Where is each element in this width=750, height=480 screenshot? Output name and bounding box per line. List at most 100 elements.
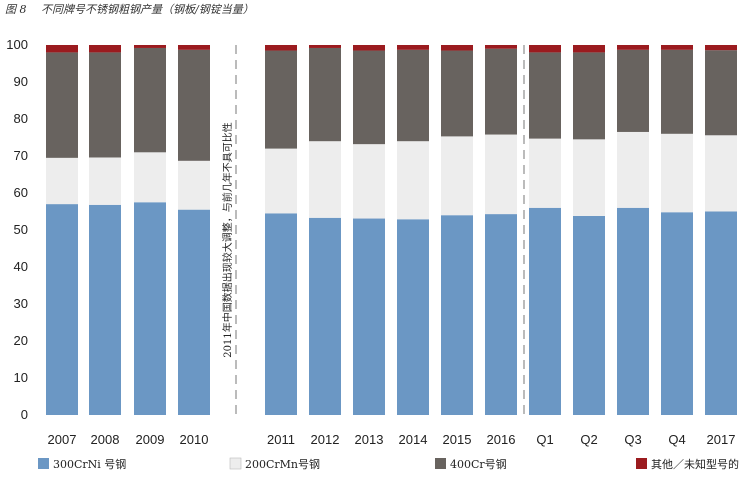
x-category-label: 2009 — [136, 432, 165, 447]
bar-segment-series-4 — [397, 45, 429, 50]
bar-segment-series-3 — [705, 50, 737, 136]
bar-segment-series-4 — [705, 45, 737, 51]
x-category-label: Q1 — [536, 432, 553, 447]
x-category-label: 2012 — [311, 432, 340, 447]
y-tick-label: 100 — [6, 37, 28, 52]
bar-segment-series-4 — [661, 45, 693, 50]
bar-segment-series-1 — [397, 219, 429, 415]
bar-segment-series-2 — [353, 144, 385, 219]
bar-segment-series-3 — [485, 48, 517, 135]
bar-segment-series-2 — [617, 131, 649, 208]
bar-segment-series-2 — [397, 141, 429, 220]
x-category-label: Q3 — [624, 432, 641, 447]
bar-segment-series-1 — [573, 215, 605, 415]
bar-segment-series-3 — [573, 52, 605, 140]
legend-label: 其他／未知型号的 — [651, 457, 739, 471]
legend-label: 400Cr号钢 — [450, 458, 507, 471]
x-category-label: 2011 — [267, 432, 295, 447]
y-tick-label: 30 — [14, 296, 28, 311]
bar-segment-series-3 — [265, 50, 297, 149]
bar-segment-series-4 — [617, 45, 649, 50]
bars — [46, 45, 737, 415]
bar-segment-series-3 — [617, 49, 649, 132]
bar-segment-series-3 — [661, 49, 693, 134]
bar-segment-series-4 — [178, 45, 210, 50]
bar-segment-series-3 — [134, 47, 166, 153]
legend: 300CrNi 号钢 200CrMn号钢 400Cr号钢 其他／未知型号的 — [38, 457, 739, 471]
bar-segment-series-2 — [46, 157, 78, 205]
legend-swatch — [38, 458, 49, 469]
bar-segment-series-2 — [89, 157, 121, 205]
bar-segment-series-3 — [89, 52, 121, 158]
bar-segment-series-1 — [178, 209, 210, 415]
data-adjustment-note: 2011年中国数据出现较大调整，与前几年不具可比性 — [221, 122, 234, 357]
bar-segment-series-2 — [705, 135, 737, 212]
bar-segment-series-1 — [529, 207, 561, 415]
legend-swatch — [636, 458, 647, 469]
x-category-label: 2013 — [355, 432, 384, 447]
bar-segment-series-3 — [309, 47, 341, 142]
y-tick-label: 0 — [21, 407, 28, 422]
legend-label: 300CrNi 号钢 — [53, 458, 126, 471]
bar-segment-series-1 — [46, 204, 78, 415]
bar-segment-series-4 — [46, 45, 78, 53]
bar-segment-series-2 — [265, 148, 297, 214]
x-category-label: 2010 — [180, 432, 209, 447]
bar-segment-series-1 — [705, 211, 737, 415]
x-category-label: 2014 — [399, 432, 428, 447]
bar-segment-series-1 — [353, 218, 385, 415]
bar-segment-series-1 — [309, 217, 341, 415]
bar-segment-series-3 — [397, 49, 429, 142]
y-tick-label: 50 — [14, 222, 28, 237]
bar-segment-series-2 — [134, 152, 166, 203]
legend-label: 200CrMn号钢 — [245, 458, 320, 471]
bar-segment-series-1 — [89, 204, 121, 415]
bar-segment-series-3 — [46, 52, 78, 158]
bar-segment-series-2 — [441, 136, 473, 216]
bar-segment-series-4 — [441, 45, 473, 51]
legend-swatch — [435, 458, 446, 469]
y-tick-label: 10 — [14, 370, 28, 385]
bar-segment-series-2 — [178, 160, 210, 210]
bar-segment-series-1 — [265, 213, 297, 415]
x-category-label: 2015 — [443, 432, 472, 447]
bar-segment-series-4 — [309, 45, 341, 48]
y-tick-label: 80 — [14, 111, 28, 126]
bar-segment-series-4 — [265, 45, 297, 51]
x-category-label: 2007 — [48, 432, 77, 447]
bar-segment-series-3 — [178, 49, 210, 161]
bar-segment-series-1 — [617, 207, 649, 415]
bar-segment-series-3 — [529, 52, 561, 139]
x-category-label: Q4 — [668, 432, 685, 447]
bar-segment-series-1 — [661, 212, 693, 415]
figure-label: 图 8 — [5, 3, 27, 16]
x-category-label: 2016 — [487, 432, 516, 447]
y-axis: 0 10 20 30 40 50 60 70 80 90 100 — [6, 37, 28, 422]
bar-segment-series-4 — [89, 45, 121, 53]
chart-title: 不同牌号不锈钢粗钢产量（钢板/钢锭当量） — [41, 3, 254, 16]
bar-segment-series-1 — [485, 214, 517, 415]
bar-segment-series-1 — [441, 215, 473, 415]
x-category-label: 2017 — [707, 432, 736, 447]
bar-segment-series-3 — [441, 50, 473, 137]
legend-swatch — [229, 457, 242, 470]
bar-segment-series-2 — [309, 141, 341, 218]
y-tick-label: 90 — [14, 74, 28, 89]
bar-segment-series-3 — [353, 50, 385, 145]
bar-segment-series-4 — [529, 45, 561, 53]
x-category-label: 2008 — [91, 432, 120, 447]
bar-segment-series-2 — [529, 138, 561, 208]
y-tick-label: 20 — [14, 333, 28, 348]
bar-segment-series-4 — [353, 45, 385, 51]
bar-segment-series-1 — [134, 202, 166, 415]
bar-segment-series-4 — [134, 45, 166, 48]
x-category-label: Q2 — [580, 432, 597, 447]
bar-segment-series-2 — [485, 134, 517, 215]
bar-segment-series-4 — [573, 45, 605, 53]
y-tick-label: 40 — [14, 259, 28, 274]
bar-segment-series-2 — [573, 139, 605, 216]
y-tick-label: 60 — [14, 185, 28, 200]
y-tick-label: 70 — [14, 148, 28, 163]
bar-segment-series-2 — [661, 133, 693, 213]
